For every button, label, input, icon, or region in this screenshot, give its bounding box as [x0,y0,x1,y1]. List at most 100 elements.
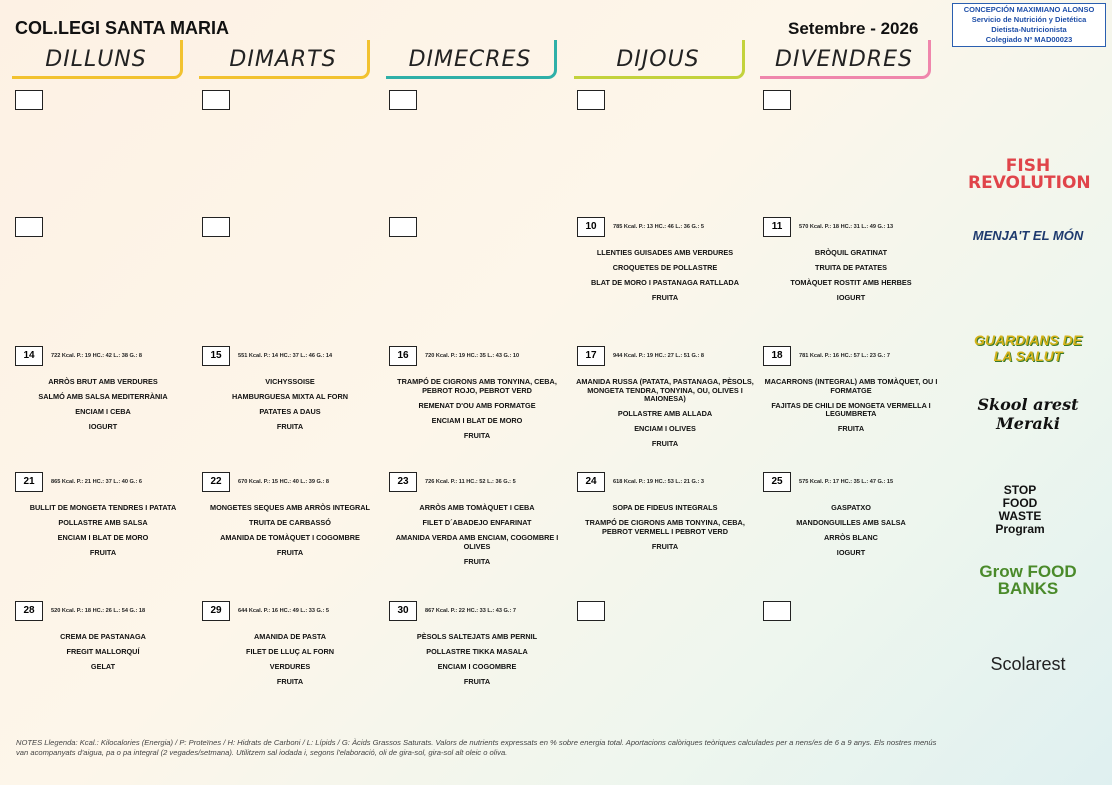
partner-logo: GUARDIANS DE LA SALUT [973,332,1083,364]
dish: AMANIDA DE TOMÀQUET I COGOMBRE [220,533,360,542]
dishes: MONGETES SEQUES AMB ARRÒS INTEGRAL TRUITA… [198,503,382,564]
dishes: SOPA DE FIDEUS INTEGRALS TRAMPÓ DE CIGRON… [573,503,757,558]
dish: PÈSOLS SALTEJATS AMB PERNIL [416,632,538,641]
nutritionist-line: Dietista-Nutricionista [991,25,1067,34]
nutrition-info: 867 Kcal. P.: 22 HC.: 33 L.: 43 G.: 7 [425,608,516,614]
nutritionist-line: Colegiado Nº MAD00023 [985,35,1073,44]
day-box: 18 [763,346,791,366]
partner-logo: STOP FOOD WASTE Program [995,483,1045,536]
dish: FAJITAS DE CHILI DE MONGETA VERMELLA I L… [771,400,931,418]
dish: AMANIDA DE PASTA [253,632,327,641]
dish: SOPA DE FIDEUS INTEGRALS [612,503,718,512]
partner-logo: Grow FOOD BANKS [979,562,1077,598]
dish: TRAMPÓ DE CIGRONS AMB TONYINA, CEBA, PEB… [585,518,745,536]
partner-logo: FISH REVOLUTION [968,156,1091,193]
dishes: TRAMPÓ DE CIGRONS AMB TONYINA, CEBA, PEB… [385,377,569,447]
dish: FRUITA [463,677,491,686]
dishes: ARRÒS BRUT AMB VERDURES SALMÓ AMB SALSA M… [11,377,195,438]
dishes: LLENTIES GUISADES AMB VERDURES CROQUETES … [573,248,757,309]
dish: AMANIDA RUSSA (PATATA, PASTANAGA, PÈSOLS… [576,377,754,403]
day-box [763,601,791,621]
dish: POLLASTRE TIKKA MASALA [426,647,528,656]
nutrition-info: 722 Kcal. P.: 19 HC.: 42 L.: 38 G.: 8 [51,353,142,359]
day-box: 24 [577,472,605,492]
dish: MANDONGUILLES AMB SALSA [796,518,906,527]
day-box: 25 [763,472,791,492]
school-name: COL.LEGI SANTA MARIA [15,18,229,38]
dish: TOMÀQUET ROSTIT AMB HERBES [790,278,912,287]
dish: FRUITA [651,439,679,448]
dish: FRUITA [463,556,491,566]
day-box [389,217,417,237]
nutrition-info: 520 Kcal. P.: 18 HC.: 26 L.: 54 G.: 18 [51,608,146,614]
dishes: GASPATXO MANDONGUILLES AMB SALSA ARRÒS BLA… [759,503,943,564]
partner-logo: Scolarest [990,654,1066,674]
day-box: 14 [15,346,43,366]
day-box: 22 [202,472,230,492]
dish: HAMBURGUESA MIXTA AL FORN [231,392,349,401]
day-box: 28 [15,601,43,621]
day-header: DIJOUS [574,40,745,79]
dish: CREMA DE PASTANAGA [60,632,146,641]
dish: PATATES A DAUS [259,407,321,416]
nutrition-info: 720 Kcal. P.: 19 HC.: 35 L.: 43 G.: 10 [425,353,520,359]
dish: LLENTIES GUISADES AMB VERDURES [596,248,734,257]
dish: FILET D´ABADEJO ENFARINAT [422,518,532,527]
nutrition-info: 726 Kcal. P.: 11 HC.: 52 L.: 36 G.: 5 [425,479,516,485]
day-box: 23 [389,472,417,492]
dish: BULLIT DE MONGETA TENDRES I PATATA [29,503,177,512]
dish: ENCIAM I OLIVES [634,424,696,433]
dish: ARRÒS AMB TOMÀQUET I CEBA [419,503,535,512]
dish: FRUITA [837,424,865,433]
dish: POLLASTRE AMB SALSA [58,518,148,527]
dish: TRUITA DE PATATES [814,263,888,272]
nutrition-info: 570 Kcal. P.: 18 HC.: 31 L.: 49 G.: 13 [799,224,894,230]
day-box [15,217,43,237]
dishes: MACARRONS (INTEGRAL) AMB TOMÀQUET, OU I … [759,377,943,440]
day-header: DIMECRES [386,40,557,79]
nutrition-info: 944 Kcal. P.: 19 HC.: 27 L.: 51 G.: 8 [613,353,704,359]
dish: IOGURT [88,422,118,431]
day-box [577,90,605,110]
day-box [202,90,230,110]
day-box: 30 [389,601,417,621]
dish: IOGURT [836,293,866,302]
day-box [577,601,605,621]
dish: TRAMPÓ DE CIGRONS AMB TONYINA, CEBA, PEB… [397,377,557,395]
dish: MONGETES SEQUES AMB ARRÒS INTEGRAL [209,503,370,512]
dishes: AMANIDA DE PASTA FILET DE LLUÇ AL FORN VER… [198,632,382,693]
dish: MACARRONS (INTEGRAL) AMB TOMÀQUET, OU I … [764,377,938,395]
dish: ENCIAM I CEBA [75,407,131,416]
dish: POLLASTRE AMB ALLADA [617,409,713,418]
dish: FRUITA [276,422,304,431]
dish: SALMÓ AMB SALSA MEDITERRÀNIA [38,392,168,401]
nutrition-info: 781 Kcal. P.: 16 HC.: 57 L.: 23 G.: 7 [799,353,890,359]
partner-logo: MENJA'T EL MÓN [972,228,1084,243]
dish: FRUITA [463,430,491,440]
dish: FRUITA [276,677,304,686]
day-box [389,90,417,110]
dish: ARRÒS BRUT AMB VERDURES [48,377,158,386]
day-header: DIMARTS [199,40,370,79]
nutrition-info: 865 Kcal. P.: 21 HC.: 37 L.: 40 G.: 6 [51,479,142,485]
dish: ENCIAM I COGOMBRE [437,662,517,671]
nutritionist-line: CONCEPCIÓN MAXIMIANO ALONSO [963,5,1095,14]
dishes: AMANIDA RUSSA (PATATA, PASTANAGA, PÈSOLS… [573,377,757,455]
day-box: 16 [389,346,417,366]
dish: FRUITA [651,293,679,302]
day-header: DILLUNS [12,40,183,79]
day-box: 29 [202,601,230,621]
nutrition-info: 575 Kcal. P.: 17 HC.: 35 L.: 47 G.: 15 [799,479,894,485]
day-box: 11 [763,217,791,237]
dish: VERDURES [269,662,311,671]
dish: FRUITA [276,548,304,557]
nutrition-info: 551 Kcal. P.: 14 HC.: 37 L.: 46 G.: 14 [238,353,333,359]
month: Setembre - 2026 [788,19,919,38]
dish: ENCIAM I BLAT DE MORO [57,533,149,542]
dishes: BRÒQUIL GRATINAT TRUITA DE PATATES TOMÀQUE… [759,248,943,309]
dish: FRUITA [89,548,117,557]
dish: BRÒQUIL GRATINAT [814,248,888,257]
day-box: 17 [577,346,605,366]
dishes: BULLIT DE MONGETA TENDRES I PATATA POLLAS… [11,503,195,564]
